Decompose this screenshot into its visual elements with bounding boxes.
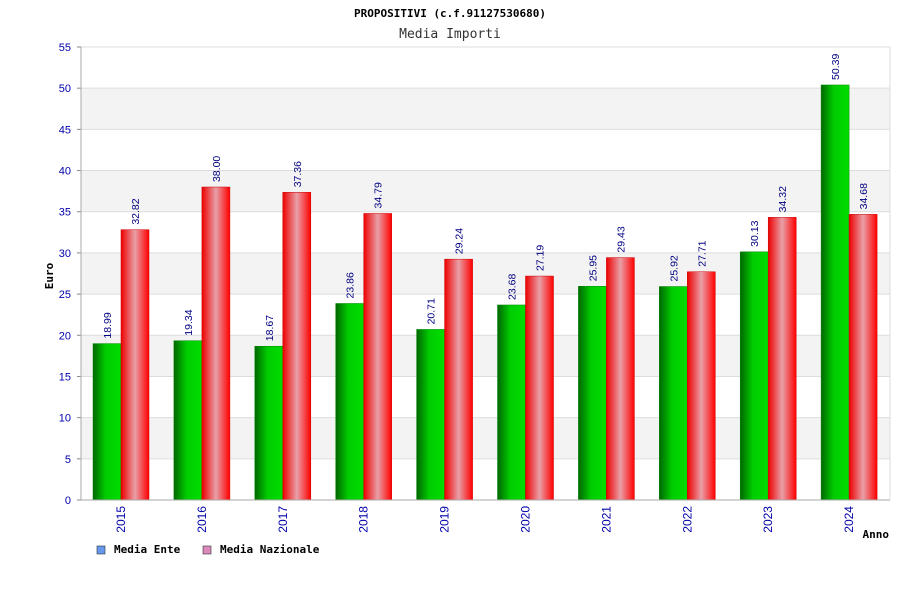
bar-media-ente-2020 — [497, 304, 526, 501]
y-tick-label: 0 — [65, 495, 71, 507]
data-label: 23.86 — [345, 272, 357, 298]
data-label: 30.13 — [749, 220, 761, 246]
data-label: 50.39 — [830, 54, 842, 80]
data-label: 23.68 — [507, 274, 519, 300]
data-label: 29.43 — [615, 226, 627, 252]
bar-media-ente-2022 — [659, 286, 688, 501]
bar-media-ente-2019 — [416, 329, 445, 501]
bar-media-nazionale-2023 — [767, 217, 797, 501]
bar-media-nazionale-2022 — [687, 271, 716, 501]
legend-swatch-media-ente — [96, 545, 106, 555]
data-label: 18.99 — [102, 312, 114, 338]
x-tick-label: 2019 — [438, 506, 452, 533]
bar-media-ente-2016 — [173, 340, 203, 501]
x-tick-label: 2022 — [680, 506, 694, 533]
x-tick-label: 2020 — [519, 506, 533, 533]
value-labels: 18.99 32.82 19.34 38.00 18.67 37.36 23.86 34.79… — [102, 54, 870, 342]
bar-media-ente-2015 — [92, 343, 122, 501]
data-label: 25.95 — [587, 255, 599, 281]
y-tick-label: 15 — [59, 371, 71, 383]
y-tick-label: 45 — [59, 124, 71, 136]
data-label: 38.00 — [211, 156, 223, 182]
x-tick-label: 2015 — [114, 506, 128, 533]
data-label: 34.32 — [777, 186, 789, 212]
legend-label-media-ente: Media Ente — [114, 543, 181, 556]
x-tick-label: 2024 — [842, 506, 856, 533]
bar-media-nazionale-2024 — [848, 214, 878, 501]
data-label: 29.24 — [454, 228, 466, 254]
bar-media-nazionale-2020 — [525, 275, 554, 501]
data-label: 18.67 — [264, 315, 276, 341]
bar-media-ente-2021 — [578, 286, 607, 501]
y-axis-label: Euro — [43, 262, 56, 289]
data-label: 37.36 — [292, 161, 304, 187]
legend-label-media-nazionale: Media Nazionale — [220, 543, 320, 556]
legend: Media Ente Media Nazionale — [96, 543, 320, 556]
y-tick-label: 55 — [59, 42, 71, 54]
x-tick-label: 2016 — [195, 506, 209, 533]
bar-media-ente-2018 — [335, 303, 364, 501]
legend-swatch-media-nazionale — [202, 545, 212, 555]
axes — [80, 47, 891, 501]
bar-media-ente-2017 — [254, 345, 284, 501]
data-label: 19.34 — [183, 309, 195, 335]
bar-media-nazionale-2016 — [201, 186, 231, 501]
tick-labels: 0 5 10 15 20 25 30 35 40 45 50 55 2015 2016 2017 2018 20… — [59, 42, 856, 533]
data-label: 34.68 — [858, 183, 870, 209]
y-tick-label: 25 — [59, 289, 71, 301]
y-tick-label: 30 — [59, 248, 71, 260]
bars — [92, 84, 878, 501]
x-axis-label: Anno — [863, 528, 890, 541]
bar-media-nazionale-2021 — [606, 257, 635, 501]
bar-media-nazionale-2015 — [120, 229, 150, 501]
x-tick-label: 2017 — [276, 506, 290, 533]
x-tick-label: 2023 — [761, 506, 775, 533]
chart-title: PROPOSITIVI (c.f.91127530680) — [354, 7, 546, 20]
x-tick-label: 2018 — [357, 506, 371, 533]
data-label: 27.71 — [696, 240, 708, 266]
data-label: 25.92 — [668, 255, 680, 281]
chart-subtitle: Media Importi — [399, 27, 501, 42]
y-tick-label: 20 — [59, 330, 71, 342]
data-label: 32.82 — [130, 198, 142, 224]
x-tick-label: 2021 — [599, 506, 613, 533]
y-tick-label: 5 — [65, 454, 71, 466]
bar-media-nazionale-2017 — [282, 192, 312, 501]
grid-band — [81, 88, 890, 130]
y-tick-label: 50 — [59, 83, 71, 95]
data-label: 27.19 — [535, 245, 547, 271]
bar-media-nazionale-2018 — [363, 213, 392, 501]
data-label: 34.79 — [373, 182, 385, 208]
bar-media-nazionale-2019 — [444, 258, 473, 501]
y-tick-label: 40 — [59, 166, 71, 178]
bar-media-ente-2024 — [820, 84, 850, 501]
y-tick-label: 10 — [59, 413, 71, 425]
data-label: 20.71 — [426, 298, 438, 324]
bar-media-ente-2023 — [739, 251, 769, 501]
y-tick-label: 35 — [59, 207, 71, 219]
